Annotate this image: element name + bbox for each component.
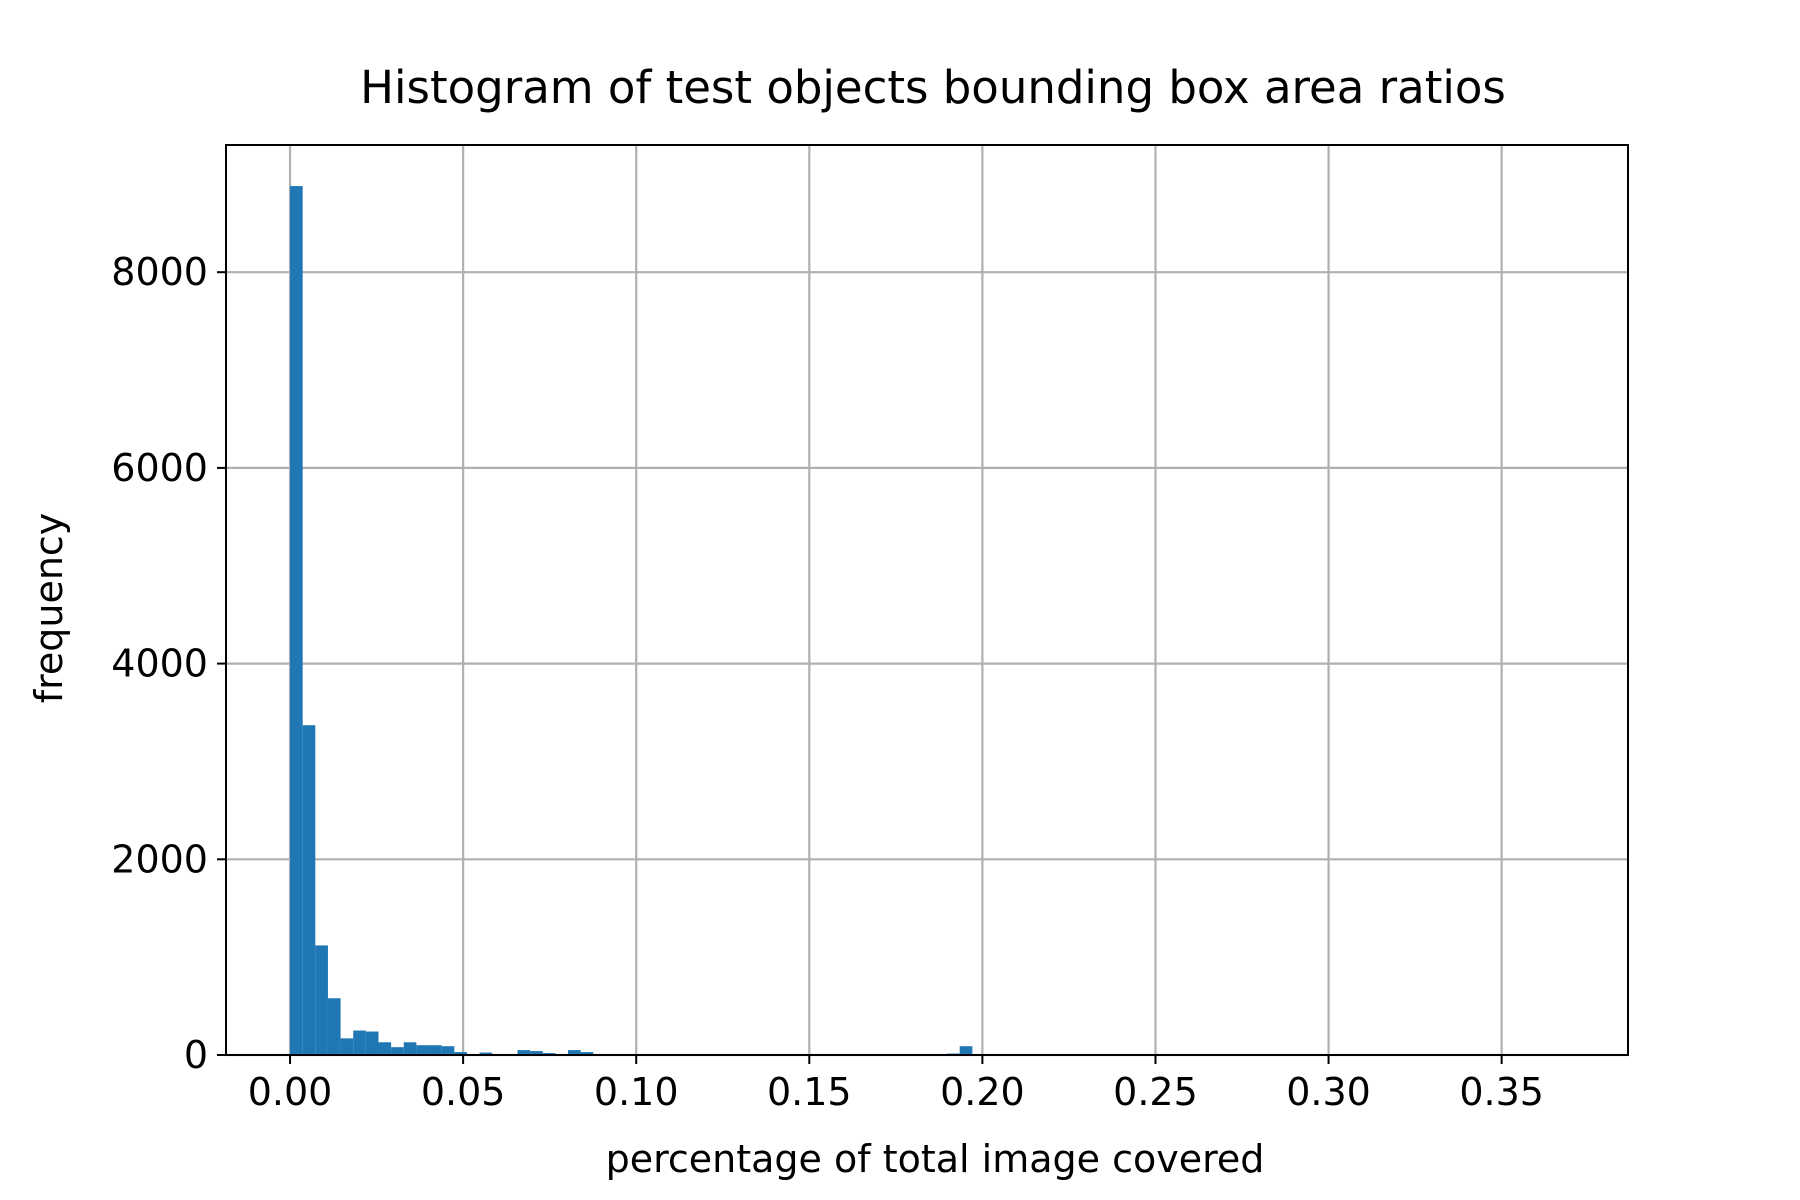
- x-tick-label: 0.30: [1286, 1070, 1371, 1114]
- histogram-bar: [315, 945, 328, 1055]
- y-axis-label: frequency: [27, 513, 71, 704]
- x-tick-label: 0.05: [421, 1070, 506, 1114]
- y-tick-label: 2000: [111, 837, 208, 881]
- histogram-bar: [353, 1030, 366, 1055]
- y-tick-label: 0: [184, 1033, 208, 1077]
- histogram-bar: [365, 1031, 379, 1055]
- x-tick-label: 0.10: [594, 1070, 679, 1114]
- histogram-bar: [454, 1052, 467, 1055]
- x-tick-label: 0.25: [1113, 1070, 1198, 1114]
- grid-layer: [226, 145, 1628, 1057]
- chart-title: Histogram of test objects bounding box a…: [360, 61, 1506, 114]
- histogram-bar: [517, 1050, 531, 1055]
- y-tick-label: 4000: [111, 642, 208, 686]
- histogram-bar: [416, 1045, 430, 1055]
- histogram-bar: [340, 1038, 354, 1055]
- histogram-bar: [327, 998, 341, 1055]
- x-tick-label: 0.35: [1459, 1070, 1544, 1114]
- ticks-layer: 0.00 0.05 0.10 0.15 0.20 0.25 0.30 0.35 0 2000 400…: [111, 250, 1544, 1114]
- histogram-bar: [302, 725, 316, 1055]
- x-axis-label: percentage of total image covered: [606, 1137, 1265, 1181]
- histogram-bar: [959, 1046, 973, 1055]
- x-tick-label: 0.15: [767, 1070, 852, 1114]
- y-tick-label: 8000: [111, 250, 208, 294]
- x-tick-label: 0.20: [940, 1070, 1025, 1114]
- histogram-bar: [391, 1047, 404, 1055]
- histogram-bar: [441, 1046, 455, 1055]
- histogram-bar: [290, 186, 303, 1055]
- plot-frame: [225, 144, 1629, 1056]
- x-tick-label: 0.00: [248, 1070, 333, 1114]
- histogram-bar: [568, 1050, 581, 1055]
- histogram-bar: [530, 1051, 543, 1055]
- histogram-bar: [479, 1052, 493, 1055]
- y-tick-label: 6000: [111, 446, 208, 490]
- histogram-bar: [429, 1045, 442, 1055]
- histogram-bar: [580, 1052, 594, 1055]
- bars-layer: [290, 186, 973, 1055]
- histogram-bar: [378, 1042, 392, 1055]
- histogram-bar: [403, 1042, 417, 1055]
